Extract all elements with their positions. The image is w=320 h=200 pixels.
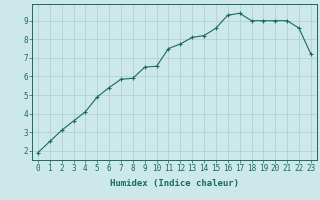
- X-axis label: Humidex (Indice chaleur): Humidex (Indice chaleur): [110, 179, 239, 188]
